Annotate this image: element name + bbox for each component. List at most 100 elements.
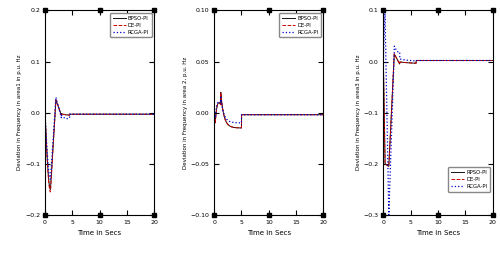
DE-PI <box>320 113 326 116</box>
Line: RPSO-PI: RPSO-PI <box>384 54 492 166</box>
RCGA-PI <box>88 113 94 116</box>
BPSO-PI <box>94 113 100 116</box>
RCGA-PI <box>320 113 326 116</box>
RCGA-PI <box>386 213 392 217</box>
RCGA-PI <box>490 59 496 62</box>
BPSO-PI <box>312 113 318 116</box>
BPSO-PI <box>258 113 264 116</box>
BPSO-PI <box>53 98 59 102</box>
Line: RCGA-PI: RCGA-PI <box>384 10 492 215</box>
RPSO-PI <box>380 60 386 63</box>
RPSO-PI <box>460 59 466 62</box>
BPSO-PI <box>317 113 323 116</box>
DE-PI <box>432 59 438 62</box>
DE-PI <box>211 111 217 114</box>
DE-PI <box>258 113 264 116</box>
RCGA-PI <box>218 96 224 99</box>
RCGA-PI <box>258 113 264 116</box>
Line: DE-PI: DE-PI <box>384 54 492 166</box>
RPSO-PI <box>426 59 432 62</box>
Line: DE-PI: DE-PI <box>45 100 154 192</box>
Legend: BPSO-PI, DE-PI, RCGA-PI: BPSO-PI, DE-PI, RCGA-PI <box>110 13 152 38</box>
BPSO-PI <box>151 113 157 116</box>
BPSO-PI <box>122 113 128 116</box>
DE-PI <box>386 165 392 168</box>
DE-PI <box>312 113 318 116</box>
RCGA-PI <box>211 111 217 114</box>
X-axis label: Time in Secs: Time in Secs <box>78 231 122 236</box>
DE-PI <box>89 113 95 116</box>
RCGA-PI <box>380 60 386 63</box>
RCGA-PI <box>382 9 388 12</box>
Line: RCGA-PI: RCGA-PI <box>214 97 324 123</box>
BPSO-PI <box>257 113 263 116</box>
DE-PI <box>257 113 263 116</box>
Line: BPSO-PI: BPSO-PI <box>214 92 324 128</box>
BPSO-PI <box>142 113 148 116</box>
BPSO-PI <box>88 113 94 116</box>
RCGA-PI <box>317 113 323 116</box>
DE-PI <box>317 113 323 116</box>
Y-axis label: Deviation in Frequency in area 2, p.u. Hz: Deviation in Frequency in area 2, p.u. H… <box>182 56 188 169</box>
RPSO-PI <box>490 59 496 62</box>
BPSO-PI <box>263 113 269 116</box>
RCGA-PI <box>290 113 296 116</box>
BPSO-PI <box>238 126 244 130</box>
X-axis label: Time in Secs: Time in Secs <box>246 231 291 236</box>
DE-PI <box>94 113 100 116</box>
X-axis label: Time in Secs: Time in Secs <box>416 231 460 236</box>
DE-PI <box>88 113 94 116</box>
RPSO-PI <box>432 59 438 62</box>
Y-axis label: Deviation in Frequency in area1 in p.u. Hz: Deviation in Frequency in area1 in p.u. … <box>17 55 22 170</box>
BPSO-PI <box>148 113 154 116</box>
BPSO-PI <box>89 113 95 116</box>
RCGA-PI <box>142 113 148 116</box>
Y-axis label: Deviation in Frequency in area3 in p.u. Hz: Deviation in Frequency in area3 in p.u. … <box>356 55 360 170</box>
RCGA-PI <box>122 113 128 116</box>
DE-PI <box>48 190 54 193</box>
RCGA-PI <box>426 59 432 62</box>
DE-PI <box>392 52 398 55</box>
RPSO-PI <box>481 59 487 62</box>
BPSO-PI <box>320 113 326 116</box>
RCGA-PI <box>427 59 433 62</box>
DE-PI <box>151 113 157 116</box>
BPSO-PI <box>218 91 224 94</box>
RCGA-PI <box>460 59 466 62</box>
Legend: RPSO-PI, DE-PI, RCGA-PI: RPSO-PI, DE-PI, RCGA-PI <box>448 167 490 192</box>
DE-PI <box>481 59 487 62</box>
Line: BPSO-PI: BPSO-PI <box>45 100 154 189</box>
DE-PI <box>148 113 154 116</box>
DE-PI <box>380 60 386 63</box>
RCGA-PI <box>257 113 263 116</box>
RCGA-PI <box>94 113 100 116</box>
DE-PI <box>122 113 128 116</box>
BPSO-PI <box>290 113 296 116</box>
DE-PI <box>290 113 296 116</box>
RCGA-PI <box>432 59 438 62</box>
DE-PI <box>486 59 492 62</box>
DE-PI <box>427 59 433 62</box>
RCGA-PI <box>312 113 318 116</box>
DE-PI <box>460 59 466 62</box>
DE-PI <box>238 126 244 130</box>
RCGA-PI <box>53 96 59 99</box>
BPSO-PI <box>211 111 217 114</box>
RCGA-PI <box>89 113 95 116</box>
DE-PI <box>42 111 48 114</box>
Line: RCGA-PI: RCGA-PI <box>45 97 154 179</box>
RCGA-PI <box>42 111 48 114</box>
RPSO-PI <box>486 59 492 62</box>
DE-PI <box>53 98 59 102</box>
Legend: BPSO-PI, DE-PI, RCGA-PI: BPSO-PI, DE-PI, RCGA-PI <box>279 13 320 38</box>
RPSO-PI <box>392 52 398 55</box>
RCGA-PI <box>151 113 157 116</box>
BPSO-PI <box>48 188 54 191</box>
Line: DE-PI: DE-PI <box>214 92 324 128</box>
DE-PI <box>263 113 269 116</box>
RCGA-PI <box>481 59 487 62</box>
RPSO-PI <box>386 165 392 168</box>
RCGA-PI <box>148 113 154 116</box>
DE-PI <box>142 113 148 116</box>
DE-PI <box>426 59 432 62</box>
